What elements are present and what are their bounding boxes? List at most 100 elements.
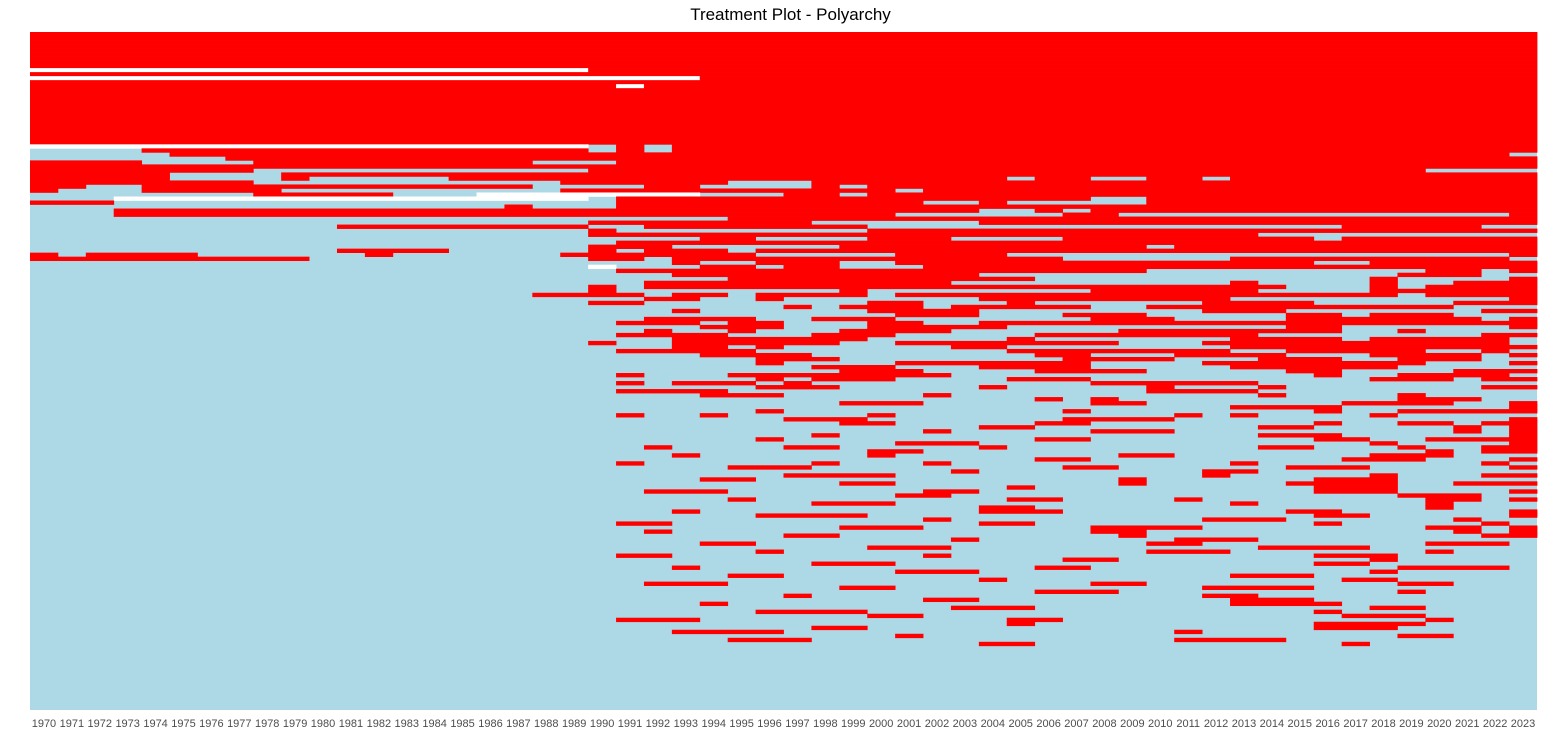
treated-cell [225, 156, 1538, 161]
treated-cell [1509, 405, 1538, 410]
treated-cell [1174, 497, 1203, 502]
treated-cell [978, 641, 1036, 647]
treated-cell [448, 176, 1008, 181]
x-axis-tick-labels: 1970 1971 1972 1973 1974 1975 1976 1977 1978 1979… [32, 718, 1536, 730]
treated-cell [1062, 417, 1175, 422]
x-tick-label: 2021 [1455, 718, 1479, 730]
treated-cell [699, 413, 729, 418]
treated-cell [895, 493, 952, 498]
treated-cell [1313, 625, 1398, 631]
treated-cell [643, 296, 701, 302]
treated-cell [1425, 541, 1510, 546]
treated-cell [895, 441, 980, 446]
treated-cell [1257, 356, 1343, 362]
treated-cell [588, 284, 617, 290]
x-tick-label: 1980 [311, 718, 335, 730]
treated-cell [1202, 300, 1315, 306]
treated-cell [1425, 505, 1454, 510]
treated-cell [253, 160, 533, 165]
treated-cell [950, 605, 1036, 611]
treated-cell [1369, 280, 1398, 286]
treated-cell [1313, 409, 1343, 414]
treated-cell [1230, 336, 1343, 342]
x-tick-label: 2001 [897, 718, 921, 730]
treated-cell [588, 256, 645, 262]
treated-cell [1090, 316, 1175, 322]
treated-cell [867, 320, 924, 326]
missing-cell [30, 68, 589, 73]
treated-cell [588, 68, 1538, 73]
treated-cell [727, 320, 784, 326]
x-tick-label: 1973 [115, 718, 139, 730]
treated-cell [727, 276, 1036, 282]
treated-cell [30, 112, 1538, 117]
treated-cell [30, 92, 1538, 97]
treated-cell [1062, 465, 1119, 470]
treated-cell [643, 224, 868, 229]
treated-cell [1230, 597, 1315, 603]
treated-cell [1062, 212, 1119, 217]
treated-cell [30, 252, 59, 258]
missing-cell [30, 76, 701, 81]
treated-cell [978, 364, 1091, 370]
x-tick-label: 2017 [1343, 718, 1367, 730]
treated-cell [1341, 577, 1398, 582]
treated-cell [1006, 336, 1036, 342]
x-tick-label: 2010 [1148, 718, 1172, 730]
treated-cell [1509, 441, 1538, 446]
treated-cell [755, 360, 784, 366]
treated-cell [1230, 344, 1538, 350]
treated-cell [1397, 356, 1482, 362]
x-tick-label: 1981 [339, 718, 363, 730]
treated-cell [1369, 336, 1510, 342]
x-tick-label: 1999 [841, 718, 865, 730]
treated-cell [1146, 176, 1203, 181]
treated-cell [1397, 633, 1454, 639]
treated-cell [588, 220, 812, 225]
treated-cell [30, 116, 1538, 121]
treated-cell [1425, 449, 1454, 454]
treated-cell [1369, 288, 1538, 294]
treated-cell [1509, 401, 1538, 406]
x-tick-label: 1971 [60, 718, 84, 730]
x-tick-label: 1991 [618, 718, 642, 730]
treated-cell [1006, 300, 1036, 306]
treated-cell [867, 184, 1538, 189]
treated-cell [1285, 348, 1426, 354]
treated-cell [1202, 517, 1287, 522]
treated-cell [1202, 360, 1426, 366]
treated-cell [1397, 373, 1510, 378]
treated-cell [643, 280, 952, 286]
treated-cell [30, 72, 1538, 77]
treated-cell [1090, 397, 1119, 402]
treated-cell [895, 292, 1398, 298]
treated-cell [30, 100, 1538, 105]
treated-cell [671, 148, 1538, 153]
treated-cell [1341, 236, 1538, 241]
treated-cell [1425, 617, 1454, 623]
treated-cell [1062, 236, 1315, 241]
treated-cell [1230, 501, 1259, 506]
treated-cell [30, 188, 59, 193]
treated-cell [1425, 549, 1454, 554]
x-tick-label: 2015 [1288, 718, 1312, 730]
treated-cell [643, 184, 701, 189]
treated-cell [923, 489, 980, 494]
treated-cell [1425, 497, 1482, 502]
treated-cell [727, 497, 756, 502]
treated-cell [923, 393, 952, 398]
treated-cell [1118, 328, 1343, 334]
treated-cell [643, 284, 1287, 290]
x-tick-label: 1978 [255, 718, 279, 730]
treated-cell [1481, 461, 1510, 466]
treated-cell [1341, 224, 1482, 229]
treated-cell [671, 344, 729, 350]
treated-cell [616, 332, 729, 338]
treated-cell [755, 549, 784, 554]
x-tick-label: 2003 [953, 718, 977, 730]
x-tick-label: 2023 [1511, 718, 1535, 730]
treated-cell [811, 501, 896, 506]
treated-cell [1146, 304, 1454, 310]
treated-cell [1425, 292, 1538, 298]
